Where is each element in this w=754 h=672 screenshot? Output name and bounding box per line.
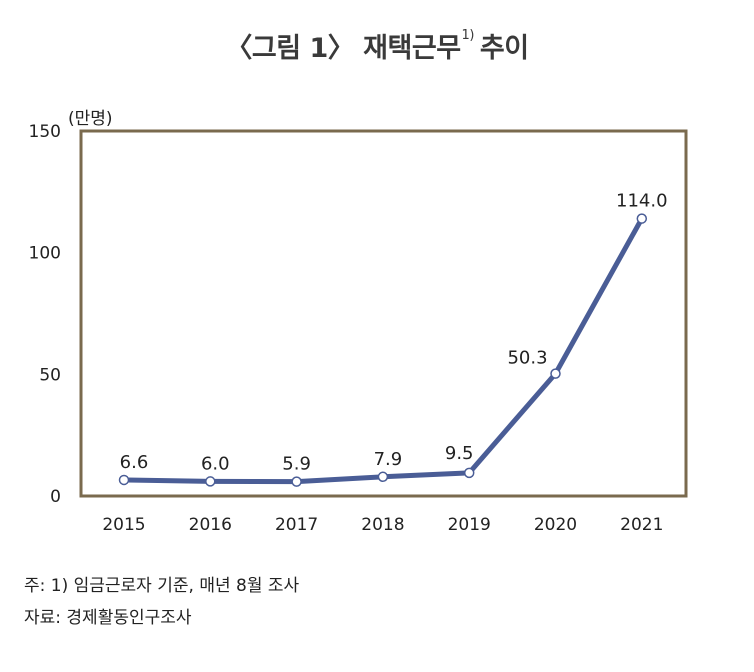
x-tick-label: 2016 <box>189 515 232 535</box>
chart-notes: 주: 1) 임금근로자 기준, 매년 8월 조사 자료: 경제활동인구조사 <box>24 570 299 634</box>
data-point <box>463 467 475 479</box>
source-text: 자료: 경제활동인구조사 <box>24 608 192 628</box>
data-point <box>636 213 648 224</box>
data-label: 7.9 <box>374 449 403 470</box>
chart-title-main: 〈그림 1〉 재택근무 <box>225 33 461 64</box>
series-line <box>121 216 645 485</box>
x-tick-label: 2021 <box>620 515 663 535</box>
y-tick-label: 150 <box>29 122 61 142</box>
y-tick-label: 0 <box>50 487 61 507</box>
data-point <box>205 476 216 487</box>
x-tick-label: 2018 <box>361 515 404 535</box>
data-point <box>118 474 130 486</box>
data-label: 5.9 <box>282 454 311 475</box>
x-tick-label: 2017 <box>275 515 318 535</box>
chart-title: 〈그림 1〉 재택근무1) 추이 <box>0 26 754 65</box>
x-tick-label: 2019 <box>448 515 491 535</box>
x-tick-label: 2020 <box>534 515 577 535</box>
data-label: 6.0 <box>201 453 230 474</box>
data-label: 114.0 <box>616 191 668 212</box>
data-point <box>377 471 389 483</box>
x-tick-label: 2015 <box>102 515 145 535</box>
footnote-text: 주: 1) 임금근로자 기준, 매년 8월 조사 <box>24 576 300 596</box>
chart-title-footnote-ref: 1) <box>461 28 475 43</box>
data-label: 6.6 <box>120 452 149 473</box>
data-label: 9.5 <box>445 443 474 464</box>
y-tick-label: 50 <box>39 365 61 385</box>
chart-title-suffix: 추이 <box>479 33 529 64</box>
data-label: 50.3 <box>507 348 547 369</box>
y-tick-label: 100 <box>29 244 61 264</box>
data-point <box>291 476 302 487</box>
plot-frame <box>79 129 688 498</box>
data-point <box>550 368 561 379</box>
y-axis-unit-label: (만명) <box>68 109 113 129</box>
